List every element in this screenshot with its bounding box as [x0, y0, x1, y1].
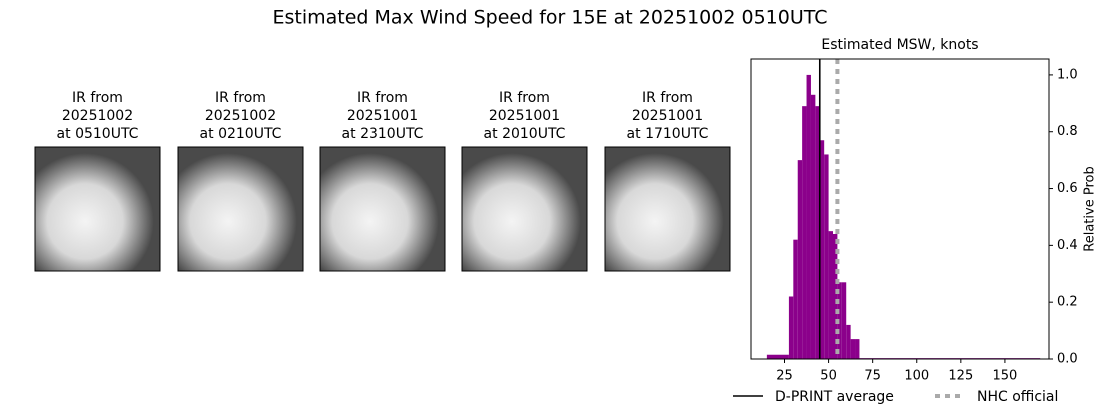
x-tick-label: 125 [948, 369, 973, 384]
axes-title: Estimated MSW, knots [821, 37, 978, 53]
ir-image [177, 146, 304, 272]
panel-caption: at 2010UTC [484, 126, 566, 142]
bar [855, 339, 860, 359]
panel-caption: IR from [642, 90, 693, 106]
bar [810, 94, 816, 359]
bar [797, 160, 803, 359]
bar [788, 296, 794, 359]
y-tick-label: 0.8 [1057, 124, 1078, 139]
bar [832, 234, 838, 359]
figure-title: Estimated Max Wind Speed for 15E at 2025… [272, 7, 827, 29]
y-axis-label: Relative Prob [1083, 166, 1098, 251]
bar [806, 74, 811, 359]
legend-label: NHC official [977, 389, 1058, 405]
y-tick-label: 0.0 [1057, 352, 1078, 367]
histogram-chart: Estimated MSW, knots 25 50 75 100 125 150 0.0 0.… [733, 37, 1098, 405]
bar [793, 239, 798, 359]
x-tick-label: 100 [904, 369, 929, 384]
bar [828, 231, 833, 359]
bar [837, 282, 842, 359]
panel-caption: at 1710UTC [627, 126, 709, 142]
panel-caption: 20251001 [347, 108, 418, 124]
panel-caption: IR from [215, 90, 266, 106]
bar [802, 106, 807, 359]
ir-image [34, 146, 161, 272]
bar [846, 324, 851, 359]
panels: IR from 20251002 at 0510UTC IR from 20251002… [34, 90, 731, 272]
panel-caption: 20251001 [489, 108, 560, 124]
y-tick-label: 0.2 [1057, 295, 1078, 310]
bar [824, 154, 829, 359]
axes-frame [750, 58, 1050, 360]
bar [766, 354, 789, 359]
panel-caption: at 0210UTC [200, 126, 282, 142]
panel-caption: 20251002 [205, 108, 276, 124]
ir-image [604, 146, 731, 272]
y-tick-label: 1.0 [1057, 67, 1078, 82]
panel-caption: at 2310UTC [342, 126, 424, 142]
x-tick-label: 50 [820, 369, 837, 384]
bar [841, 282, 847, 359]
ir-image [461, 146, 588, 272]
x-tick-label: 75 [864, 369, 881, 384]
panel-caption: 20251002 [62, 108, 133, 124]
x-tick-label: 150 [993, 369, 1018, 384]
legend-label: D-PRINT average [775, 389, 894, 405]
panel-caption: 20251001 [632, 108, 703, 124]
bar [850, 339, 856, 359]
y-tick-label: 0.4 [1057, 238, 1078, 253]
bar [815, 106, 820, 359]
panel-caption: IR from [499, 90, 550, 106]
panel-caption: at 0510UTC [57, 126, 139, 142]
panel-caption: IR from [357, 90, 408, 106]
y-tick-label: 0.6 [1057, 181, 1078, 196]
x-tick-label: 25 [776, 369, 793, 384]
bar [819, 140, 825, 359]
ir-image [319, 146, 446, 272]
panel-caption: IR from [72, 90, 123, 106]
